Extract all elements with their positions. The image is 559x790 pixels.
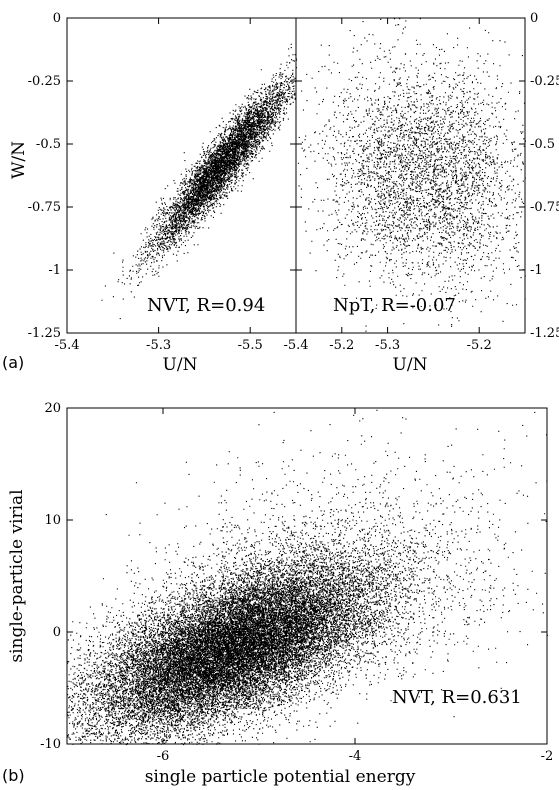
scatter-points	[297, 18, 526, 332]
y-tick-label: -0.25	[530, 74, 559, 89]
panel-b-ylabel: single-particle virial	[7, 489, 27, 662]
panel-a-right-y-ticks: 0 -0.25 -0.5 -0.75 -1 -1.25	[296, 11, 559, 341]
x-tick-label: -5.4	[54, 338, 79, 353]
panel-b-y-ticks: 20 10 0 -10	[40, 401, 547, 752]
panel-a-left-annotation: NVT, R=0.94	[147, 295, 265, 316]
x-tick-label: -4	[349, 749, 362, 764]
panel-a-left-nvt: -5.4 -5.3 -5.5 -5.2 0-0.25-0.5-0.75-1-1.25 …	[9, 11, 354, 375]
panel-a-left-frame	[66, 17, 297, 334]
panel-a-left-xlabel: U/N	[163, 355, 198, 375]
panel-a-left-points	[101, 43, 298, 320]
y-tick-label: 10	[44, 513, 61, 528]
panel-a-ylabel: W/N	[9, 141, 29, 179]
x-tick-label: -5.5	[238, 338, 263, 353]
y-tick-label: 20	[44, 401, 61, 416]
x-tick-label: -5.3	[146, 338, 171, 353]
y-tick-label: -10	[40, 737, 61, 752]
panel-a-right-x-ticks: -5.4 -5.3 -5.2	[283, 18, 492, 353]
panel-a-left-x-ticks: -5.4 -5.3 -5.5 -5.2	[54, 18, 354, 353]
panel-a-label: (a)	[2, 353, 24, 372]
panel-b-points	[67, 409, 548, 746]
y-tick-label: -0.5	[530, 137, 555, 152]
y-tick-label: -0.75	[28, 200, 61, 215]
y-tick-label: -1	[48, 263, 61, 278]
panel-a-right-points	[297, 18, 526, 332]
panel-a-right-frame	[295, 17, 526, 334]
scatter-points	[101, 43, 298, 320]
panel-b-x-ticks: -6 -4 -2	[157, 408, 554, 764]
y-tick-label: -0.25	[28, 74, 61, 89]
panel-a-right-annotation: NpT, R=-0.07	[333, 295, 456, 316]
y-tick-label: -1.25	[28, 326, 61, 341]
panel-b-frame	[66, 407, 548, 745]
panel-a-right-npt: -5.4 -5.3 -5.2 0 -0.25 -0.5 -0.75 -1 -1.25 NpT,…	[283, 11, 559, 375]
y-tick-label: 0	[53, 11, 61, 26]
panel-b: -6 -4 -2 20 10 0 -10 NVT, R=0.631 single part…	[7, 401, 553, 787]
x-tick-label: -5.4	[283, 338, 308, 353]
x-tick-label: -5.3	[375, 338, 400, 353]
panel-a-left-y-ticks: 0 -0.25 -0.5 -0.75 -1 -1.25	[28, 11, 296, 341]
y-tick-label: -0.5	[36, 137, 61, 152]
x-tick-label: -2	[541, 749, 554, 764]
panel-a-right-xlabel: U/N	[393, 355, 428, 375]
panel-b-annotation: NVT, R=0.631	[392, 687, 522, 708]
y-tick-label: 0	[530, 11, 538, 26]
x-tick-label: -6	[157, 749, 170, 764]
y-tick-label: 0	[53, 625, 61, 640]
panel-b-xlabel: single particle potential energy	[145, 767, 416, 787]
scatter-points	[67, 409, 548, 746]
panel-b-label: (b)	[2, 766, 25, 785]
x-tick-label: -5.2	[329, 338, 354, 353]
y-tick-label: -1	[530, 263, 543, 278]
x-tick-label: -5.2	[467, 338, 492, 353]
y-tick-label: -0.75	[530, 200, 559, 215]
y-tick-label: -1.25	[530, 326, 559, 341]
